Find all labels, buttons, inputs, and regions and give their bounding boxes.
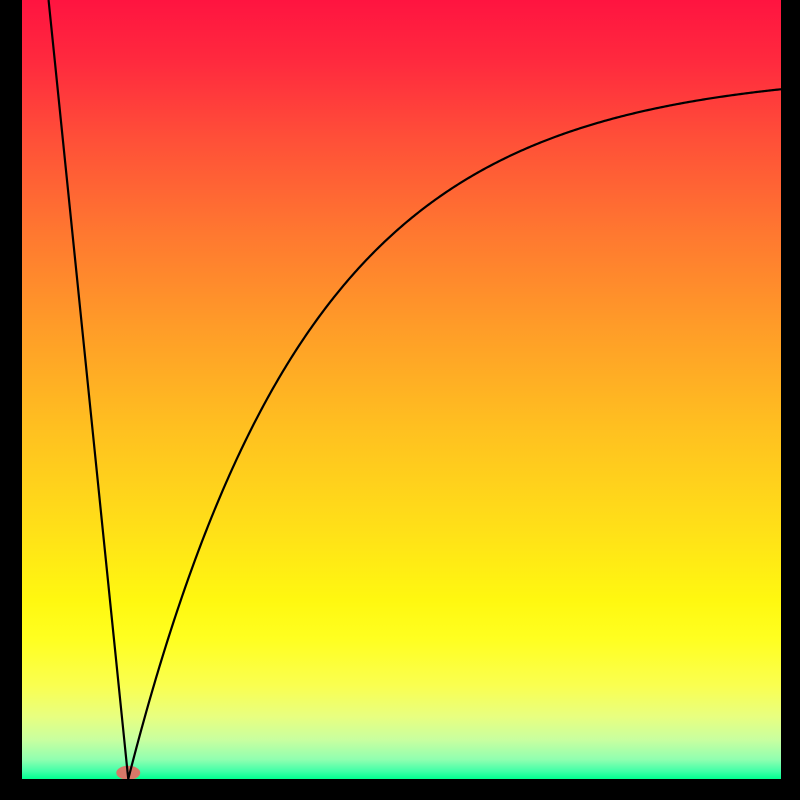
curve-layer — [22, 0, 781, 779]
chart-container: TheBottleneck.com — [0, 0, 800, 800]
bottleneck-curve — [49, 0, 781, 779]
plot-area — [22, 0, 781, 779]
